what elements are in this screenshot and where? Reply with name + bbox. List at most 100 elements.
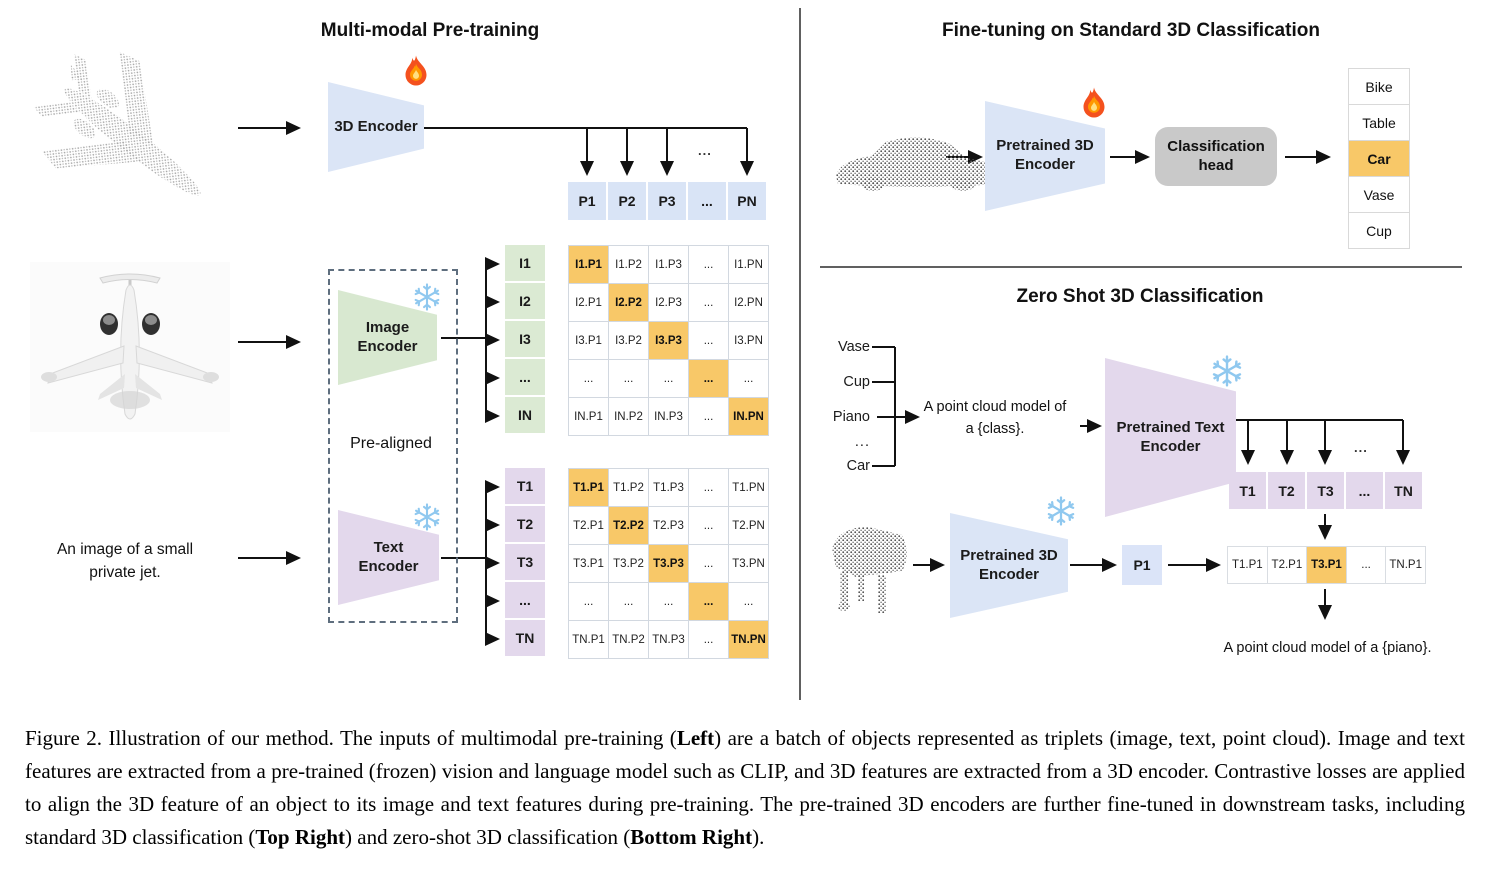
pretrained-3d-encoder-zs-label-2: Encoder (978, 565, 1039, 583)
matrix-cell-3-1: ... (609, 583, 648, 620)
matrix-cell-4-3: ... (689, 398, 728, 435)
p1-feature-box: P1 (1122, 545, 1162, 585)
matrix-cell-4-1: TN.P2 (609, 621, 648, 658)
i-cell-0: I1 (505, 245, 545, 281)
image-point-similarity-matrix: I1.P1 I1.P2 I1.P3... I1.PN I2.P1 I2.P2 I2.P3..… (568, 245, 769, 436)
zeroshot-t-cell-3: ... (1346, 472, 1383, 509)
pretrained-3d-encoder-label-2: Encoder (1014, 156, 1075, 173)
matrix-cell-3-2: ... (649, 360, 688, 397)
p-cell-2: P3 (648, 182, 686, 220)
zeroshot-t-cell-0: T1 (1229, 472, 1266, 509)
airplane-point-cloud (33, 51, 201, 196)
text-encoder-label-2: Encoder (358, 557, 419, 575)
zeroshot-t-cell-1: T2 (1268, 472, 1305, 509)
zeroshot-class-0: Vase (838, 339, 870, 355)
matrix-cell-4-3: ... (689, 621, 728, 658)
matrix-cell-2-1: I3.P2 (609, 322, 648, 359)
result-prompt: A point cloud model of a {piano}. (1223, 640, 1432, 656)
caption-segment: ). (752, 825, 765, 849)
classification-output-table: Bike Table Car Vase Cup (1348, 68, 1410, 249)
airplane-photo (30, 262, 230, 432)
pretrained-text-encoder-label-2: Encoder (1140, 437, 1201, 455)
matrix-cell-2-2: I3.P3 (649, 322, 688, 359)
snowflake-icon (413, 503, 441, 531)
zeroshot-class-4: Car (846, 458, 870, 474)
text-point-similarity-matrix: T1.P1 T1.P2 T1.P3... T1.PN T2.P1 T2.P2 T2.P3..… (568, 468, 769, 659)
matrix-cell-1-2: I2.P3 (649, 284, 688, 321)
caption-segment: ) and zero-shot 3D classification ( (345, 825, 631, 849)
matrix-cell-1-4: I2.PN (729, 284, 768, 321)
matrix-cell-0-3: ... (689, 469, 728, 506)
finetune-title: Fine-tuning on Standard 3D Classificatio… (942, 20, 1320, 41)
t-cell-1: T2 (505, 506, 545, 542)
matrix-cell-4-0: TN.P1 (569, 621, 608, 658)
text-input-caption: An image of a small private jet. (25, 538, 225, 585)
matrix-cell-2-2: T3.P3 (649, 545, 688, 582)
class-row-4: Cup (1349, 212, 1409, 248)
text-input-line-1: An image of a small (56, 541, 194, 558)
matrix-cell-0-3: ... (689, 246, 728, 283)
caption-bold-segment: Top Right (255, 825, 346, 849)
pretrained-3d-encoder-zeroshot-block: Pretrained 3D Encoder (950, 513, 1068, 618)
matrix-cell-3-4: ... (729, 360, 768, 397)
matrix-cell-0-4: I1.PN (729, 246, 768, 283)
matrix-cell-1-3: ... (689, 284, 728, 321)
matrix-cell-1-4: T2.PN (729, 507, 768, 544)
matrix-cell-3-2: ... (649, 583, 688, 620)
matrix-cell-1-1: T2.P2 (609, 507, 648, 544)
matrix-cell-3-3: ... (689, 583, 728, 620)
p-branch-ellipsis: ... (698, 143, 712, 158)
zeroshot-t-cell-4: TN (1385, 472, 1422, 509)
prealigned-label: Pre-aligned (350, 435, 432, 452)
figure-caption: Figure 2. Illustration of our method. Th… (25, 722, 1465, 854)
prompt-line-2: a {class}. (965, 420, 1025, 437)
caption-segment: Figure 2. Illustration of our method. Th… (25, 726, 677, 750)
matrix-cell-2-3: ... (689, 322, 728, 359)
matrix-cell-2-4: I3.PN (729, 322, 768, 359)
car-point-cloud (836, 137, 1000, 191)
t-cell-4: TN (505, 620, 545, 656)
matrix-cell-3-4: ... (729, 583, 768, 620)
matrix-cell-3-0: ... (569, 360, 608, 397)
caption-bold-segment: Left (676, 726, 715, 750)
matrix-cell-0-0: T1.P1 (569, 469, 608, 506)
similarity-cell-3: ... (1346, 547, 1386, 583)
piano-point-cloud (832, 527, 907, 613)
zeroshot-class-1: Cup (843, 374, 870, 390)
matrix-cell-0-4: T1.PN (729, 469, 768, 506)
zeroshot-class-list: Vase Cup Piano... Car (808, 338, 870, 492)
matrix-cell-0-2: T1.P3 (649, 469, 688, 506)
p-cell-0: P1 (568, 182, 606, 220)
prompt-template: A point cloud model of a {class}. (912, 397, 1078, 441)
class-row-1: Table (1349, 104, 1409, 140)
pretrained-text-encoder-label-1: Pretrained Text (1116, 418, 1225, 436)
snowflake-icon (1046, 496, 1076, 526)
class-row-2: Car (1349, 140, 1409, 176)
pretrained-3d-encoder-label-1: Pretrained 3D (996, 137, 1094, 155)
i-cell-1: I2 (505, 283, 545, 319)
snowflake-icon (1211, 355, 1243, 387)
t-cell-2: T3 (505, 544, 545, 580)
i-cell-3: ... (505, 359, 545, 395)
zeroshot-class-2: Piano (832, 409, 870, 425)
matrix-cell-1-3: ... (689, 507, 728, 544)
t-branch-ellipsis: ... (1354, 440, 1368, 455)
matrix-cell-1-2: T2.P3 (649, 507, 688, 544)
t-feature-column: T1 T2 T3... TN (505, 468, 545, 656)
caption-segment: ) are a batch of objects represented as … (25, 726, 1465, 849)
caption-bold-segment: Bottom Right (630, 825, 753, 849)
zeroshot-class-3: ... (854, 434, 870, 450)
matrix-cell-0-1: I1.P2 (609, 246, 648, 283)
t-cell-3: ... (505, 582, 545, 618)
i-feature-column: I1 I2 I3... IN (505, 245, 545, 433)
pretrained-3d-encoder-zs-label-1: Pretrained 3D (960, 546, 1058, 564)
zeroshot-similarity-row: T1.P1 T2.P1 T3.P1... TN.P1 (1227, 546, 1426, 584)
zeroshot-t-row: T1 T2 T3... TN (1229, 472, 1422, 509)
p-cell-1: P2 (608, 182, 646, 220)
flame-icon (1076, 86, 1112, 122)
zeroshot-t-cell-2: T3 (1307, 472, 1344, 509)
matrix-cell-1-0: I2.P1 (569, 284, 608, 321)
matrix-cell-4-2: IN.P3 (649, 398, 688, 435)
matrix-cell-2-0: I3.P1 (569, 322, 608, 359)
